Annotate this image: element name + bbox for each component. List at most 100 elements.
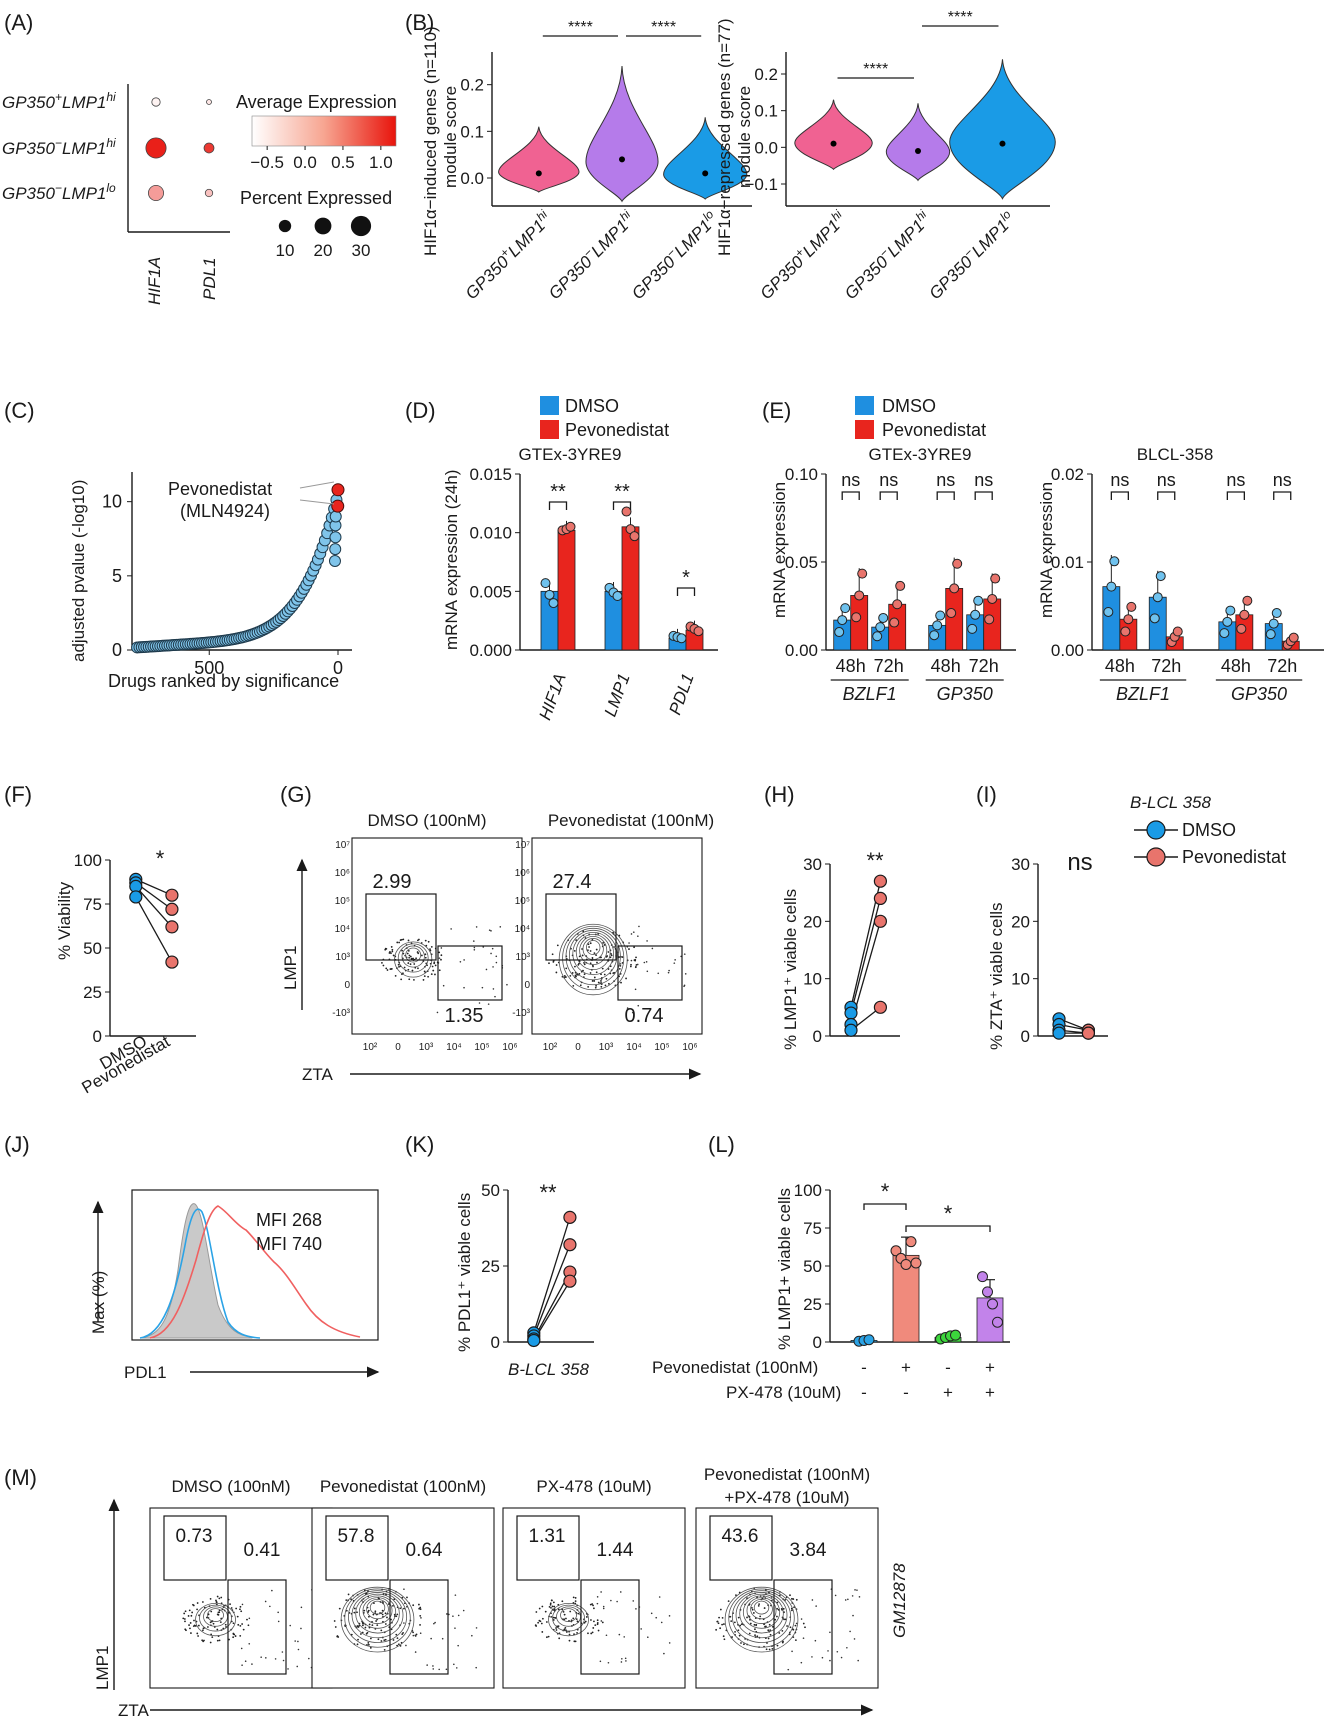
flow-event: [403, 1588, 405, 1590]
flow-event: [218, 1639, 221, 1642]
e-point: [872, 631, 883, 642]
flow-event: [591, 1631, 594, 1634]
l-point: [950, 1329, 961, 1341]
l-row1-value: +: [901, 1358, 911, 1377]
flow-event: [684, 973, 687, 975]
panel-label-k: (K): [405, 1132, 434, 1157]
m-plot-title-2: +PX-478 (10uM): [724, 1488, 849, 1507]
a-dot: [206, 99, 212, 105]
flow-event: [647, 1636, 649, 1639]
e-sig-bracket: [1110, 491, 1129, 500]
b-ytick-label: 0.0: [754, 138, 778, 157]
flow-event: [613, 971, 616, 974]
flow-event: [246, 1618, 248, 1621]
b-sig-label: ****: [863, 61, 888, 78]
flow-event: [386, 969, 389, 971]
e-sig-label: ns: [974, 470, 993, 490]
l-ytick-label: 75: [803, 1219, 822, 1238]
flow-event: [499, 926, 502, 928]
flow-event: [601, 1621, 604, 1624]
flow-event: [592, 1604, 594, 1607]
l-point: [977, 1271, 988, 1283]
flow-event: [215, 1601, 218, 1603]
c-top-point: [331, 483, 345, 497]
a-size-label: 20: [314, 241, 333, 260]
flow-event: [414, 1651, 417, 1653]
d-point: [565, 521, 576, 532]
flow-event: [445, 1668, 448, 1671]
flow-event: [716, 1620, 719, 1623]
flow-event: [396, 1613, 399, 1616]
flow-event: [815, 1605, 817, 1607]
flow-event: [406, 952, 409, 955]
flow-event: [459, 961, 462, 963]
flow-event: [821, 1656, 824, 1659]
flow-event: [811, 1656, 813, 1658]
e-sig-label: ns: [879, 470, 898, 490]
flow-event: [751, 1608, 754, 1611]
b-violin: [663, 117, 748, 200]
l-point: [992, 1316, 1003, 1328]
h-chart-sig-label: **: [866, 848, 884, 873]
c-xtick-label: 0: [333, 658, 343, 678]
flow-event: [407, 939, 410, 942]
flow-contour: [199, 1604, 232, 1632]
flow-event: [472, 940, 475, 942]
flow-event: [573, 1640, 576, 1643]
b-y-label-2: module score: [441, 86, 460, 188]
flow-event: [792, 1598, 795, 1600]
e-point: [1120, 626, 1131, 637]
flow-event: [603, 973, 606, 976]
flow-event: [571, 972, 574, 974]
flow-event: [565, 1631, 568, 1633]
l-point: [905, 1236, 917, 1248]
f-chart-sig-label: *: [156, 846, 165, 871]
flow-event: [392, 1604, 394, 1607]
g-gate-lmp1: [365, 893, 437, 961]
flow-event: [768, 1648, 771, 1651]
flow-event: [552, 1616, 555, 1619]
flow-event: [359, 1633, 362, 1635]
flow-event: [540, 1622, 543, 1625]
flow-event: [582, 969, 584, 972]
b-median-dot: [535, 170, 542, 177]
d-sig-label: **: [550, 481, 566, 503]
e-bar: [850, 595, 869, 651]
f-chart-point-pevo: [165, 902, 179, 916]
flow-event: [490, 952, 492, 955]
panel-label-j: (J): [4, 1132, 30, 1157]
e-point: [1106, 581, 1117, 592]
flow-event: [282, 1659, 285, 1662]
b-group-label: GP350+LMP1hi: [754, 207, 850, 303]
flow-event: [271, 1589, 273, 1592]
flow-event: [440, 954, 443, 957]
flow-event: [392, 1639, 395, 1641]
flow-event: [441, 1637, 444, 1640]
e-ytick-label: 0.02: [1051, 465, 1084, 484]
b-ytick-label: 0.2: [460, 76, 484, 95]
flow-event: [381, 1613, 384, 1616]
flow-frame: [149, 1507, 333, 1689]
d-legend-pevo: Pevonedistat: [565, 420, 669, 440]
flow-event: [490, 930, 492, 932]
m-gate-zta-value: 1.44: [597, 1540, 634, 1561]
flow-event: [422, 979, 425, 981]
flow-event: [557, 1625, 560, 1628]
flow-event: [621, 956, 624, 958]
panel-label-a: (A): [4, 10, 33, 35]
a-row-label: GP350+LMP1hi: [2, 90, 116, 112]
k-chart-pair-line: [533, 1244, 571, 1337]
d-title: GTEx-3YRE9: [519, 445, 622, 464]
flow-event: [771, 1647, 774, 1650]
e-sig-label: ns: [936, 470, 955, 490]
flow-event: [673, 962, 676, 964]
c-annotation-drug: Pevonedistat: [168, 479, 272, 499]
panel-d-bars: DMSO Pevonedistat GTEx-3YRE9 0.000 0.005 0…: [442, 396, 718, 723]
flow-event: [419, 1632, 422, 1635]
flow-event: [793, 1606, 795, 1609]
b-y-label: HIF1α−repressed genes (n=77): [715, 18, 734, 256]
flow-event: [236, 1615, 239, 1618]
flow-event: [550, 1606, 552, 1609]
flow-event: [607, 982, 610, 985]
flow-event: [643, 961, 646, 964]
